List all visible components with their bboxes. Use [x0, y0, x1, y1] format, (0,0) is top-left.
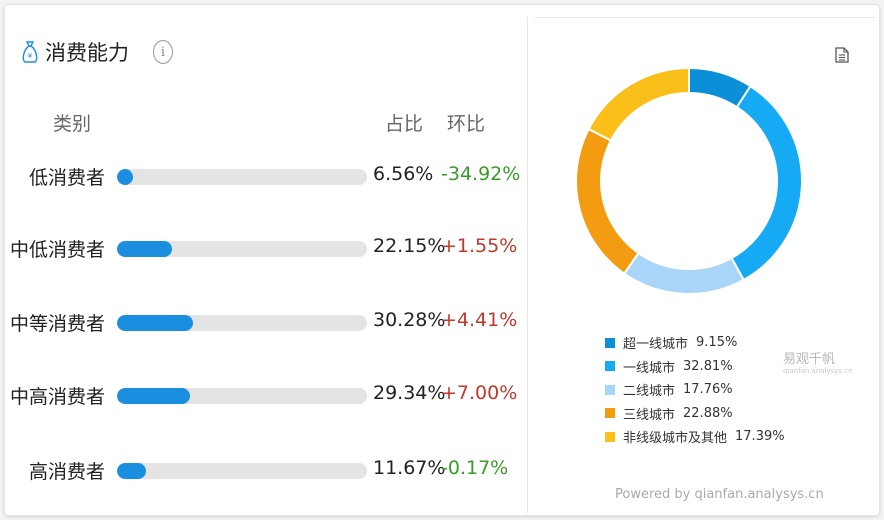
- document-icon[interactable]: [835, 47, 849, 63]
- bar-track: [117, 241, 367, 257]
- legend-value: 32.81%: [683, 358, 733, 374]
- watermark-sub: qianfan.analysys.cn: [783, 367, 853, 375]
- legend-value: 22.88%: [683, 405, 733, 421]
- legend-label: 二线城市: [623, 384, 676, 400]
- header-share: 占比: [385, 113, 424, 135]
- bar-track: [117, 169, 367, 185]
- bar-fill: [117, 241, 173, 257]
- powered-by: Powered by qianfan.analysys.cn: [615, 487, 824, 502]
- legend-swatch: [605, 337, 615, 348]
- svg-text:¥: ¥: [28, 52, 33, 60]
- bar-track: [117, 463, 367, 479]
- legend-value: 9.15%: [696, 335, 738, 351]
- legend-swatch: [605, 408, 615, 419]
- title-row: ¥ 消费能力 i: [21, 37, 173, 67]
- donut-slice[interactable]: [622, 251, 746, 295]
- legend-value: 17.39%: [735, 429, 785, 445]
- bar-fill: [117, 169, 134, 185]
- legend-label: 超一线城市: [623, 337, 689, 353]
- donut-slice[interactable]: [730, 84, 803, 282]
- legend-swatch: [605, 361, 615, 372]
- info-icon[interactable]: i: [153, 40, 173, 64]
- panel-divider: [527, 17, 528, 513]
- bar-fill: [117, 315, 193, 331]
- row-label: 高消费者: [28, 461, 105, 483]
- change-value: +7.00%: [441, 382, 518, 404]
- header-change: 环比: [447, 113, 486, 135]
- row-label: 中等消费者: [9, 313, 105, 335]
- legend-item[interactable]: 一线城市 32.81%: [605, 355, 785, 379]
- donut-slice[interactable]: [575, 127, 640, 275]
- legend-label: 一线城市: [623, 360, 676, 376]
- donut-slice[interactable]: [587, 66, 690, 142]
- share-value: 30.28%: [373, 309, 446, 331]
- share-value: 6.56%: [373, 163, 434, 185]
- legend-swatch: [605, 384, 615, 395]
- change-value: -0.17%: [441, 457, 509, 479]
- legend-item[interactable]: 超一线城市 9.15%: [605, 331, 785, 355]
- legend-item[interactable]: 三线城市 22.88%: [605, 402, 785, 426]
- change-value: +1.55%: [441, 235, 518, 257]
- change-value: -34.92%: [441, 163, 521, 185]
- legend-swatch: [605, 431, 615, 442]
- watermark-brand: 易观千帆: [783, 352, 836, 367]
- legend-value: 17.76%: [683, 382, 733, 398]
- card-title: 消费能力: [45, 41, 129, 65]
- share-value: 29.34%: [373, 382, 446, 404]
- share-value: 22.15%: [373, 235, 446, 257]
- chart-legend: 超一线城市 9.15% 一线城市 32.81% 二线城市 17.76% 三线城市 22.88%…: [605, 331, 785, 449]
- change-value: +4.41%: [441, 309, 518, 331]
- top-divider: [535, 17, 875, 18]
- city-tier-donut-chart: [575, 66, 803, 295]
- row-label: 低消费者: [28, 167, 105, 189]
- legend-label: 非线级城市及其他: [623, 431, 728, 447]
- bar-track: [117, 388, 367, 404]
- legend-label: 三线城市: [623, 407, 676, 423]
- share-value: 11.67%: [373, 457, 446, 479]
- consumption-card: ¥ 消费能力 i 类别 占比 环比 低消费者 6.56% -34.92% 中低消费者 2…: [4, 4, 880, 516]
- bar-fill: [117, 463, 147, 479]
- bar-fill: [117, 388, 191, 404]
- bar-track: [117, 315, 367, 331]
- row-label: 中低消费者: [9, 239, 105, 261]
- money-bag-icon: ¥: [22, 41, 38, 63]
- header-category: 类别: [53, 113, 92, 135]
- legend-item[interactable]: 二线城市 17.76%: [605, 378, 785, 402]
- row-label: 中高消费者: [9, 386, 105, 408]
- legend-item[interactable]: 非线级城市及其他 17.39%: [605, 425, 785, 449]
